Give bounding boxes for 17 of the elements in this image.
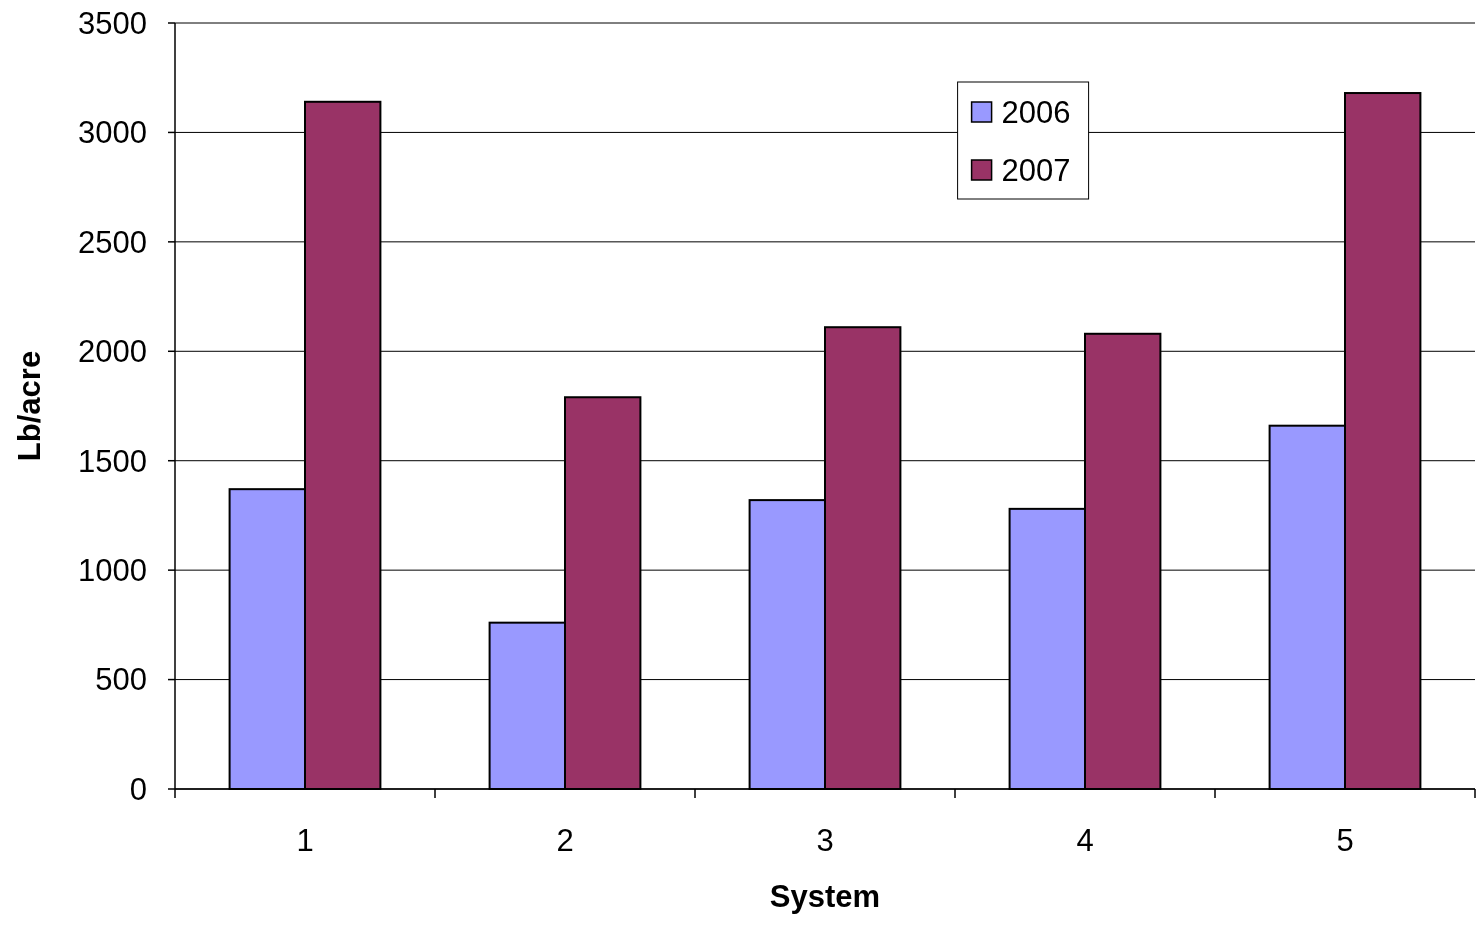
y-tick-label: 0 [129, 771, 147, 807]
x-axis-title: System [769, 879, 881, 914]
x-tick-label: 2 [556, 823, 574, 858]
y-tick-label: 2000 [78, 334, 147, 370]
y-tick-label: 3500 [78, 5, 147, 41]
y-tick-label: 1000 [78, 552, 147, 588]
y-tick-label: 2500 [78, 224, 147, 260]
x-tick-label: 4 [1076, 823, 1094, 858]
y-tick-label: 500 [95, 662, 147, 698]
y-axis-title: Lb/acre [12, 350, 47, 462]
x-tick-label: 3 [816, 823, 834, 858]
x-tick-label: 1 [296, 823, 314, 858]
legend-label: 2007 [1001, 152, 1071, 188]
x-tick-label: 5 [1336, 823, 1354, 858]
y-tick-label: 3000 [78, 115, 147, 151]
legend-label: 2006 [1001, 94, 1071, 130]
y-tick-label: 1500 [78, 443, 147, 479]
